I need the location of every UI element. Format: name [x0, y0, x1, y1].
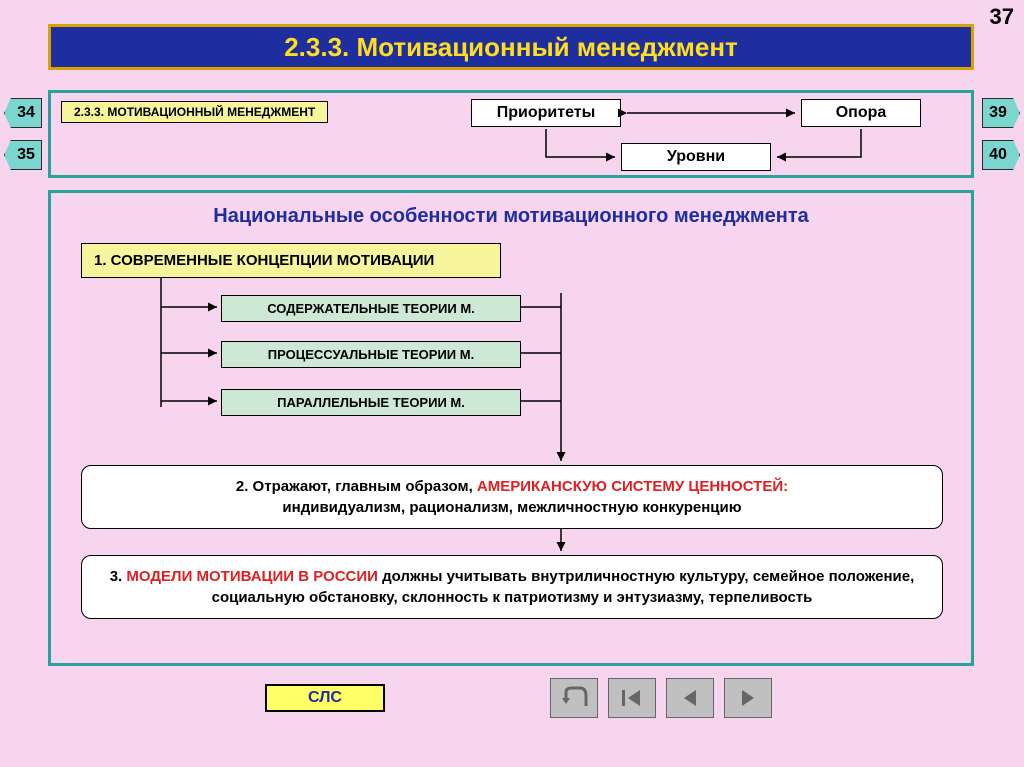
- box-2: 2. Отражают, главным образом, АМЕРИКАНСК…: [81, 465, 943, 529]
- sls-button[interactable]: СЛС: [265, 684, 385, 712]
- box3-red: МОДЕЛИ МОТИВАЦИИ В РОССИИ: [126, 568, 378, 585]
- nav-35[interactable]: 35: [4, 140, 42, 170]
- box-3: 3. МОДЕЛИ МОТИВАЦИИ В РОССИИ должны учит…: [81, 555, 943, 619]
- nav-first-icon[interactable]: [608, 678, 656, 718]
- main-panel: Национальные особенности мотивационного …: [48, 190, 974, 666]
- nav-next-icon[interactable]: [724, 678, 772, 718]
- concepts-box: 1. СОВРЕМЕННЫЕ КОНЦЕПЦИИ МОТИВАЦИИ: [81, 243, 501, 278]
- box2-red: АМЕРИКАНСКУЮ СИСТЕМУ ЦЕННОСТЕЙ:: [477, 478, 788, 495]
- theory-3: ПАРАЛЛЕЛЬНЫЕ ТЕОРИИ М.: [221, 389, 521, 416]
- mini-support: Опора: [801, 99, 921, 127]
- title-text: 2.3.3. Мотивационный менеджмент: [284, 32, 738, 63]
- title-bar: 2.3.3. Мотивационный менеджмент: [48, 24, 974, 70]
- box3-pre: 3.: [110, 568, 127, 585]
- nav-return-icon[interactable]: [550, 678, 598, 718]
- breadcrumb: 2.3.3. МОТИВАЦИОННЫЙ МЕНЕДЖМЕНТ: [61, 101, 328, 123]
- right-spine: [521, 293, 601, 593]
- nav-40[interactable]: 40: [982, 140, 1020, 170]
- page-number: 37: [990, 4, 1014, 30]
- section-title: Национальные особенности мотивационного …: [51, 205, 971, 228]
- theory-2: ПРОЦЕССУАЛЬНЫЕ ТЕОРИИ М.: [221, 341, 521, 368]
- mini-diagram: Приоритеты Опора Уровни: [471, 99, 951, 175]
- nav-34[interactable]: 34: [4, 98, 42, 128]
- box2-pre: 2. Отражают, главным образом,: [236, 478, 477, 495]
- theory-1: СОДЕРЖАТЕЛЬНЫЕ ТЕОРИИ М.: [221, 295, 521, 322]
- box2-post: индивидуализм, рационализм, межличностну…: [282, 499, 741, 516]
- mini-priorities: Приоритеты: [471, 99, 621, 127]
- nav-prev-icon[interactable]: [666, 678, 714, 718]
- mini-levels: Уровни: [621, 143, 771, 171]
- nav-39[interactable]: 39: [982, 98, 1020, 128]
- top-panel: 2.3.3. МОТИВАЦИОННЫЙ МЕНЕДЖМЕНТ Приорите…: [48, 90, 974, 178]
